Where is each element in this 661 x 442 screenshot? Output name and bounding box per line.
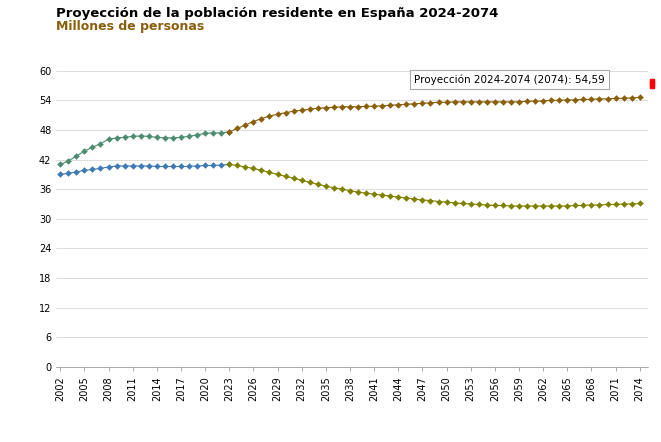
Text: Proyección de la población residente en España 2024-2074: Proyección de la población residente en …: [56, 7, 498, 19]
Text: Proyección 2024-2074 (2074): 54,59: Proyección 2024-2074 (2074): 54,59: [414, 75, 605, 85]
Text: Millones de personas: Millones de personas: [56, 20, 204, 33]
